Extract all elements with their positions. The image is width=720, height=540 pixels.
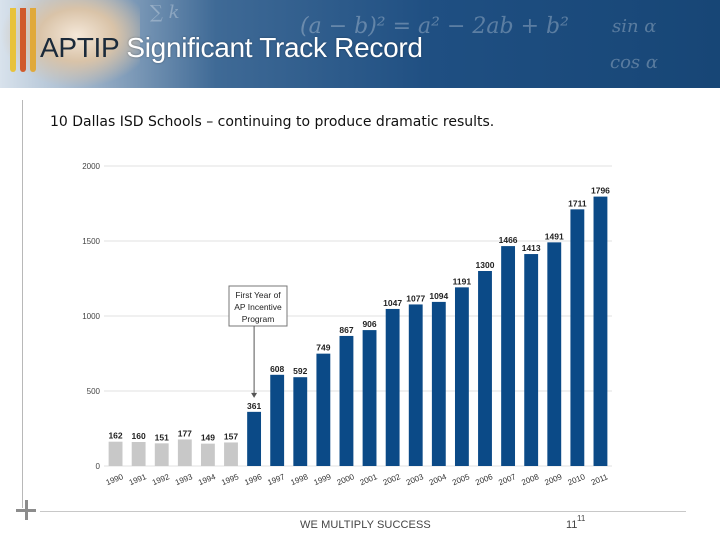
test-tube-icon	[20, 8, 26, 72]
page-number-superscript: 11	[577, 514, 586, 523]
decorative-formula: cos α	[610, 52, 659, 73]
bar	[108, 441, 123, 466]
data-label: 1191	[453, 276, 472, 286]
bar	[270, 374, 285, 466]
x-tick-label: 2011	[590, 472, 610, 487]
bar	[408, 304, 423, 466]
x-tick-label: 2008	[520, 472, 540, 487]
bar	[431, 301, 446, 466]
x-tick-label: 1992	[151, 472, 171, 487]
bar	[177, 439, 192, 466]
slide-subtitle: 10 Dallas ISD Schools – continuing to pr…	[50, 114, 495, 130]
test-tube-icon	[30, 8, 36, 72]
header-banner: (a − b)² = a² − 2ab + b² sin α cos α ∑ k…	[0, 0, 720, 88]
x-tick-label: 2000	[336, 472, 356, 487]
page-title: APTIP Significant Track Record	[40, 32, 423, 64]
annotation-box	[228, 285, 288, 327]
bar	[316, 353, 331, 466]
bar	[501, 246, 516, 466]
data-label: 1491	[545, 231, 564, 241]
data-label: 1077	[406, 293, 425, 303]
x-tick-label: 1994	[197, 472, 217, 487]
data-label: 749	[316, 343, 330, 353]
data-label: 1413	[522, 243, 541, 253]
data-label: 1094	[429, 291, 448, 301]
y-tick-label: 500	[87, 387, 101, 396]
bar	[478, 271, 492, 466]
data-label: 149	[201, 433, 215, 443]
x-tick-label: 1999	[312, 472, 332, 487]
student-photo	[0, 0, 140, 88]
x-tick-label: 2006	[474, 472, 494, 487]
bar	[385, 308, 400, 466]
data-label: 1466	[499, 235, 518, 245]
x-tick-label: 1998	[289, 472, 309, 487]
data-label: 906	[362, 319, 376, 329]
x-tick-label: 2002	[382, 472, 402, 487]
data-label: 608	[270, 364, 284, 374]
data-label: 592	[293, 366, 307, 376]
bar	[570, 209, 585, 466]
annotation-text: Program	[242, 314, 275, 324]
data-label: 157	[224, 431, 238, 441]
x-tick-label: 2005	[451, 472, 471, 487]
x-tick-label: 2004	[428, 472, 448, 487]
left-rule	[22, 100, 23, 508]
page-number: 11	[566, 519, 578, 531]
data-label: 1796	[591, 186, 610, 196]
data-label: 867	[339, 325, 353, 335]
x-tick-label: 2003	[405, 472, 425, 487]
footer-rule	[40, 511, 686, 512]
decorative-formula: (a − b)² = a² − 2ab + b²	[300, 14, 569, 39]
bar	[293, 377, 308, 466]
x-tick-label: 1997	[266, 472, 286, 487]
x-tick-label: 1995	[220, 472, 240, 487]
y-tick-label: 2000	[82, 162, 100, 171]
test-tube-icon	[10, 8, 16, 72]
bar	[339, 335, 354, 466]
bar	[593, 196, 608, 466]
x-tick-label: 1991	[128, 472, 148, 487]
bar	[224, 442, 238, 466]
decorative-formula: sin α	[612, 16, 657, 37]
bar	[247, 411, 262, 466]
annotation-text: First Year of	[235, 290, 281, 300]
x-tick-label: 2007	[497, 472, 517, 487]
data-label: 1300	[476, 260, 495, 270]
page-title-prefix: APTIP	[40, 32, 119, 63]
x-tick-label: 2009	[543, 472, 563, 487]
data-label: 1047	[383, 298, 402, 308]
footer-tagline: WE MULTIPLY SUCCESS	[300, 519, 431, 531]
y-tick-label: 1000	[82, 312, 100, 321]
data-label: 177	[178, 428, 192, 438]
bar	[131, 442, 146, 466]
x-tick-label: 1993	[174, 472, 194, 487]
bar	[454, 287, 469, 466]
decorative-formula: ∑ k	[150, 2, 180, 23]
data-label: 162	[108, 431, 122, 441]
x-tick-label: 2010	[566, 472, 586, 487]
bar	[547, 242, 562, 466]
page-title-main: Significant Track Record	[118, 32, 423, 63]
data-label: 1711	[568, 198, 587, 208]
annotation-arrow-head	[251, 392, 258, 398]
x-tick-label: 1996	[243, 472, 263, 487]
bar	[200, 443, 215, 466]
annotation-text: AP Incentive	[234, 302, 282, 312]
data-label: 361	[247, 401, 261, 411]
x-tick-label: 1990	[105, 472, 125, 487]
y-tick-label: 0	[96, 462, 101, 471]
y-tick-label: 1500	[82, 237, 100, 246]
bar	[362, 330, 377, 466]
x-tick-label: 2001	[359, 472, 379, 487]
bar	[154, 443, 169, 466]
data-label: 151	[155, 432, 169, 442]
data-label: 160	[132, 431, 146, 441]
plus-icon	[16, 500, 36, 520]
bar	[524, 254, 539, 466]
